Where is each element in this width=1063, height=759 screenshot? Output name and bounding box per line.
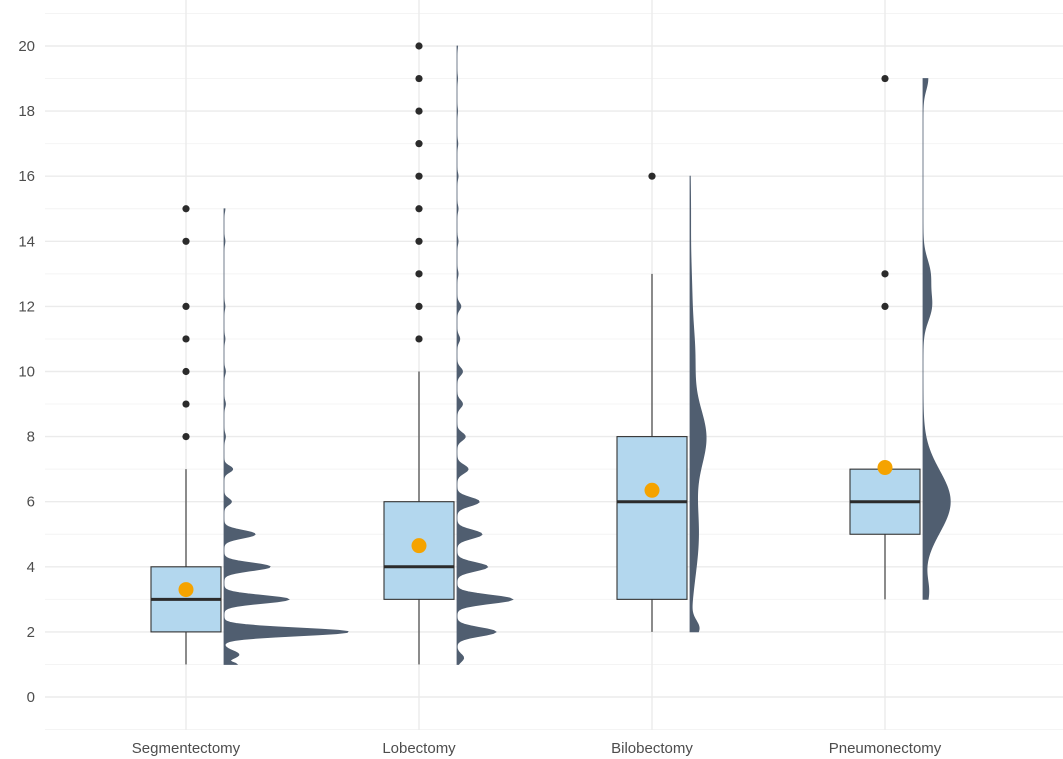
mean-point [178, 582, 194, 598]
x-tick-label: Segmentectomy [132, 740, 241, 757]
density-clouds [223, 45, 951, 665]
mean-point [644, 482, 660, 498]
outlier-point [415, 74, 423, 83]
density-bilobectomy [689, 175, 707, 633]
outlier-point [881, 270, 889, 278]
y-tick-label: 12 [18, 298, 35, 315]
outlier-point [415, 172, 423, 180]
outlier-point [415, 270, 423, 278]
box-bilobectomy [616, 436, 688, 600]
outlier-point [182, 237, 190, 245]
y-tick-label: 6 [27, 494, 35, 511]
outlier-point [182, 205, 190, 213]
outlier-point [415, 237, 423, 245]
data-points [178, 42, 893, 598]
grid-lines [45, 0, 1063, 731]
y-tick-label: 2 [27, 624, 35, 641]
y-tick-label: 4 [27, 559, 35, 576]
x-tick-label: Bilobectomy [611, 740, 693, 757]
outlier-point [881, 74, 889, 83]
y-tick-label: 14 [18, 233, 35, 250]
x-tick-label: Lobectomy [382, 740, 456, 757]
axis-labels: 0 2 4 6 8 10 12 14 16 18 20 Segmentectomy Lobectomy B… [18, 38, 941, 757]
box-plots [150, 273, 921, 665]
y-tick-label: 18 [18, 103, 35, 120]
outlier-point [182, 433, 190, 441]
outlier-point [182, 302, 190, 310]
y-tick-label: 8 [27, 429, 35, 446]
x-tick-label: Pneumonectomy [829, 740, 942, 757]
outlier-point [881, 302, 889, 310]
y-tick-label: 0 [27, 689, 35, 706]
outlier-point [415, 107, 423, 115]
density-lobectomy [456, 45, 514, 665]
outlier-point [415, 205, 423, 213]
outlier-point [182, 400, 190, 408]
outlier-point [182, 335, 190, 343]
mean-point [877, 460, 893, 476]
y-tick-label: 20 [18, 38, 35, 55]
outlier-point [415, 140, 423, 148]
density-pneumonectomy [922, 78, 951, 600]
y-tick-label: 16 [18, 168, 35, 185]
outlier-point [648, 172, 656, 180]
outlier-point [415, 335, 423, 343]
outlier-point [415, 302, 423, 310]
density-segmentectomy [223, 208, 349, 665]
mean-point [411, 538, 427, 554]
outlier-point [182, 367, 190, 376]
y-tick-label: 10 [18, 364, 35, 381]
outlier-point [415, 42, 423, 50]
